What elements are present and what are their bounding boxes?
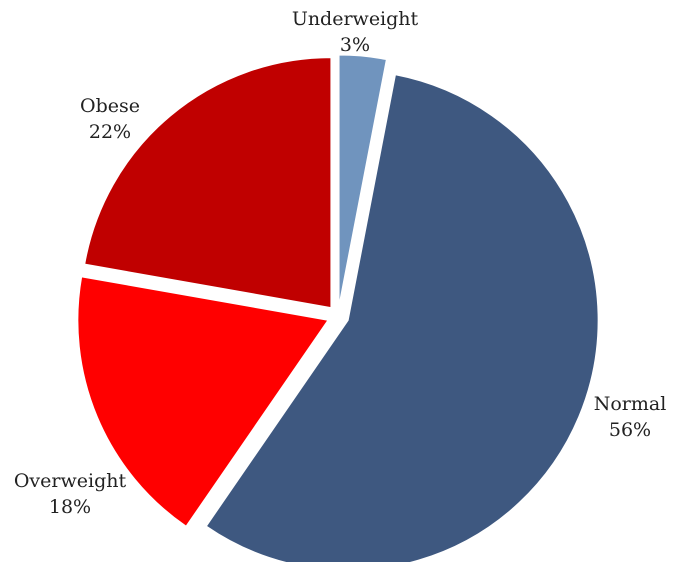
slice-label-normal: Normal	[594, 393, 667, 415]
slice-label-underweight: Underweight	[292, 8, 419, 30]
pie-slice-obese	[84, 57, 332, 309]
slice-label-overweight: Overweight	[14, 470, 127, 492]
slice-label-obese: Obese	[80, 95, 140, 117]
pie-slice-normal	[205, 74, 599, 562]
pie-labels: Underweight 3% Normal 56% Overweight 18% Obese…	[14, 8, 666, 518]
pie-slice-overweight	[77, 276, 329, 527]
slice-value-label-overweight: 18%	[49, 496, 91, 518]
pie-slice-underweight	[338, 54, 387, 306]
pie-slices	[77, 54, 599, 562]
slice-value-label-normal: 56%	[609, 419, 651, 441]
slice-value-label-obese: 22%	[89, 121, 131, 143]
slice-value-label-underweight: 3%	[340, 34, 370, 56]
